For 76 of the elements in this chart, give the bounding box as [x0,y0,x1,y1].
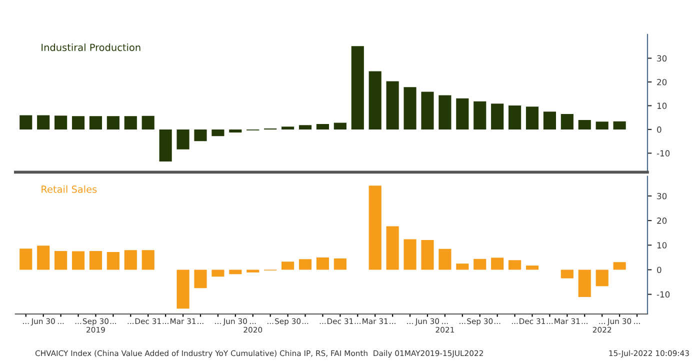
bar [142,250,154,270]
bar [194,270,207,288]
y-tick-label: -10 [656,150,670,156]
bar [54,116,68,130]
bar [596,270,608,286]
bar [560,114,574,130]
bar [37,115,50,130]
bar [560,270,574,278]
bar [334,258,346,270]
bar [578,120,591,130]
bar [159,129,172,162]
bar [194,129,207,142]
bar [368,71,382,130]
bar [351,46,364,130]
text: Retail Sales [42,185,97,193]
bar [491,104,504,130]
bar [176,270,190,309]
y-tick-label: 0 [657,266,662,274]
bar [613,121,626,130]
bar [106,116,120,130]
y-tick-label: 20 [657,218,667,224]
bar [142,116,154,130]
bar [316,257,330,270]
bar [578,270,591,298]
bar [229,270,242,274]
bar [282,126,294,130]
bar [37,246,50,270]
bar [456,98,469,130]
bar [508,105,522,130]
bar [124,250,137,270]
bar [438,248,452,270]
bar [72,251,85,270]
y-tick-label: 10 [657,102,667,109]
y-tick-label: 30 [657,55,667,62]
bar [334,122,346,130]
bar [176,129,190,150]
bar [282,262,294,270]
y-tick-label: -10 [656,291,670,298]
bar [456,264,469,270]
bar [474,101,486,130]
y-tick-label: 20 [657,78,667,86]
bar [508,260,522,270]
bar [316,124,330,130]
y-tick-label: 0 [657,126,662,133]
bar [89,251,102,270]
bar [368,186,382,270]
bar [298,259,312,270]
text: Industiral Production [42,44,140,52]
bar [106,252,120,270]
bar [54,251,68,270]
bar [72,116,85,130]
bar [421,240,434,270]
bar [526,266,539,270]
bar [20,248,32,270]
bar [438,95,452,130]
bar [404,239,416,270]
bar [298,125,312,130]
bar [124,116,137,130]
bar [89,116,102,130]
bar [421,92,434,130]
bar [386,81,399,130]
bar [229,129,242,133]
bar [404,87,416,130]
y-tick-label: 30 [657,192,667,200]
bar [20,115,32,130]
y-tick-label: 10 [657,242,667,248]
bar [526,106,539,130]
bar [212,129,224,136]
bar [386,226,399,270]
bar [212,270,224,277]
bar [613,262,626,270]
bar [543,112,556,130]
bar [491,258,504,270]
bar [474,258,486,270]
bar [246,270,260,272]
bar [596,122,608,130]
